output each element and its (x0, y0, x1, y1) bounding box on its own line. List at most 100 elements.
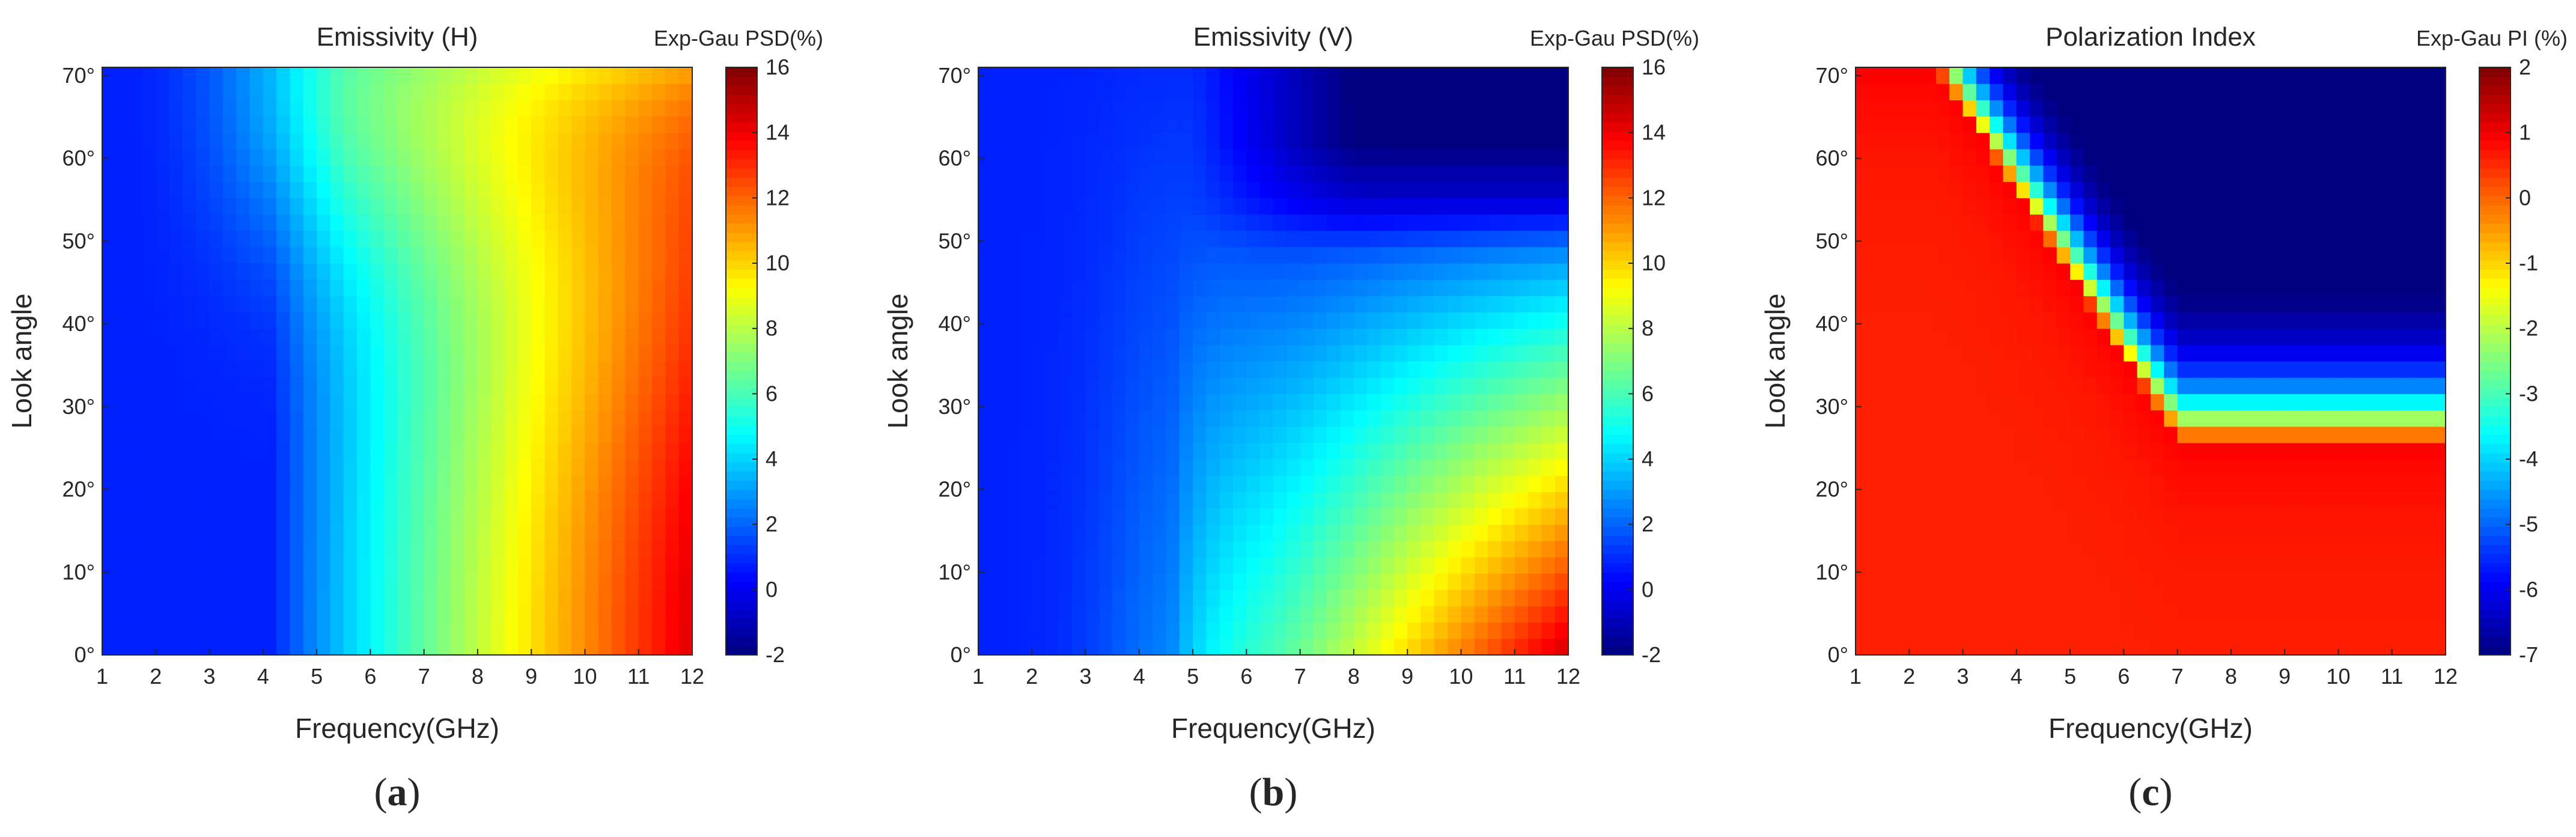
heatmap-cell (678, 410, 693, 427)
heatmap-cell (1528, 132, 1542, 150)
heatmap-cell (504, 540, 519, 558)
heatmap-cell (504, 508, 519, 525)
heatmap-cell (2258, 148, 2272, 166)
heatmap-cell (222, 638, 237, 656)
heatmap-cell (1166, 148, 1180, 166)
heatmap-cell (1856, 344, 1869, 362)
heatmap-cell (517, 459, 532, 476)
heatmap-cell (330, 344, 344, 362)
heatmap-cell (1166, 296, 1180, 313)
heatmap-cell (222, 540, 237, 558)
x-tick-label: 3 (1080, 664, 1092, 689)
heatmap-cell (978, 475, 992, 492)
heatmap-cell (424, 67, 438, 84)
heatmap-cell (209, 230, 224, 248)
heatmap-cell (571, 410, 586, 427)
heatmap-cell (1909, 540, 1923, 558)
heatmap-cell (2392, 165, 2406, 182)
heatmap-cell (1541, 100, 1556, 117)
heatmap-cell (1206, 230, 1220, 248)
heatmap-cell (236, 279, 251, 296)
heatmap-cell (1005, 589, 1019, 607)
heatmap-cell (504, 279, 519, 296)
heatmap-cell (142, 377, 156, 394)
colorbar-segment (726, 195, 757, 205)
heatmap-cell (1246, 181, 1261, 198)
heatmap-cell (2083, 344, 2098, 362)
heatmap-cell (1153, 442, 1167, 460)
heatmap-cell (1990, 410, 2004, 427)
heatmap-cell (638, 426, 653, 443)
heatmap-cell (1153, 148, 1167, 166)
heatmap-cell (2083, 573, 2098, 590)
heatmap-cell (1233, 524, 1247, 541)
heatmap-cell (1139, 622, 1153, 639)
heatmap-cell (2351, 181, 2366, 198)
heatmap-cell (330, 263, 344, 280)
heatmap-cell (115, 230, 130, 248)
heatmap-cell (2325, 344, 2339, 362)
heatmap-cell (2325, 296, 2339, 313)
heatmap-cell (1448, 524, 1462, 541)
heatmap-cell (2164, 84, 2178, 100)
heatmap-cell (2164, 475, 2178, 492)
heatmap-cell (1005, 116, 1019, 133)
heatmap-cell (2378, 100, 2393, 117)
heatmap-cell (437, 214, 451, 231)
colorbar-segment (726, 251, 757, 261)
heatmap-cell (1514, 312, 1529, 329)
heatmap-cell (2432, 622, 2446, 639)
heatmap-cell (263, 606, 277, 623)
heatmap-cell (491, 426, 505, 443)
heatmap-cell (1909, 84, 1923, 100)
heatmap-cell (357, 638, 371, 656)
heatmap-cell (2083, 410, 2098, 427)
heatmap-cell (638, 508, 653, 525)
heatmap-cell (517, 344, 532, 362)
heatmap-cell (1856, 84, 1869, 100)
heatmap-cell (1407, 328, 1422, 345)
x-tick-label: 10 (573, 664, 597, 689)
heatmap-cell (1125, 214, 1140, 231)
heatmap-cell (2124, 442, 2138, 460)
heatmap-cell (1125, 198, 1140, 215)
heatmap-cell (1098, 377, 1113, 394)
heatmap-cell (2365, 361, 2380, 378)
heatmap-cell (2271, 279, 2285, 296)
heatmap-cell (2298, 67, 2312, 84)
heatmap-cell (2244, 296, 2259, 313)
heatmap-cell (383, 263, 398, 280)
heatmap-cell (1072, 557, 1086, 574)
heatmap-cell (1501, 492, 1515, 509)
heatmap-cell (2016, 67, 2030, 84)
heatmap-cell (1313, 181, 1327, 198)
heatmap-cell (2298, 492, 2312, 509)
heatmap-cell (544, 100, 559, 117)
heatmap-cell (1259, 344, 1274, 362)
heatmap-cell (263, 377, 277, 394)
heatmap-cell (1856, 148, 1869, 166)
heatmap-cell (2378, 181, 2393, 198)
heatmap-cell (1528, 165, 1542, 182)
heatmap-cell (1018, 312, 1032, 329)
heatmap-cell (276, 573, 291, 590)
heatmap-cell (2110, 573, 2124, 590)
heatmap-cell (2124, 344, 2138, 362)
heatmap-cell (1420, 148, 1435, 166)
heatmap-cell (504, 524, 519, 541)
heatmap-cell (517, 263, 532, 280)
heatmap-cell (1219, 573, 1234, 590)
heatmap-cell (2177, 344, 2191, 362)
heatmap-cell (1949, 230, 1964, 248)
heatmap-cell (1233, 377, 1247, 394)
heatmap-cell (1935, 573, 1950, 590)
heatmap-cell (1340, 84, 1354, 100)
heatmap-cell (1554, 459, 1569, 476)
heatmap-cell (2365, 84, 2380, 100)
heatmap-cell (451, 67, 465, 84)
colorbar-segment (726, 645, 757, 656)
heatmap-cell (1869, 214, 1883, 231)
heatmap-cell (1935, 67, 1950, 84)
heatmap-cell (1058, 442, 1073, 460)
heatmap-cell (2003, 67, 2017, 84)
